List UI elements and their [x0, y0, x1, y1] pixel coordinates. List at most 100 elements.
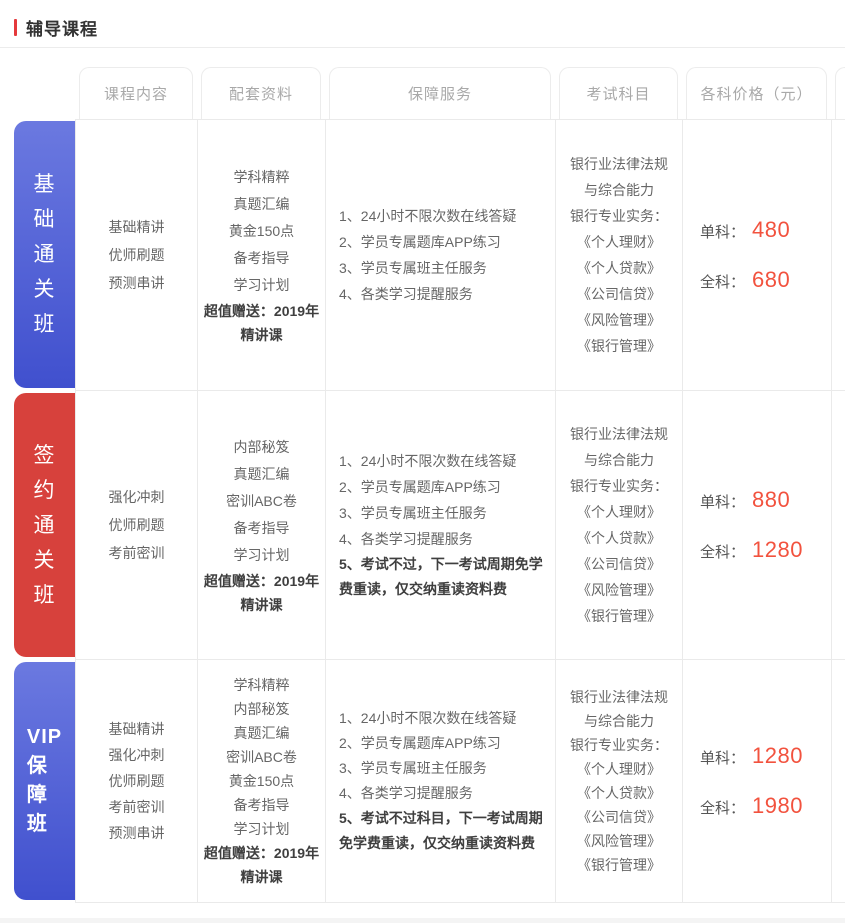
price-single-label: 单科：: [700, 750, 746, 767]
services-bold-item: 5、考试不过科目，下一考试周期免学费重读，仅交纳重读资料费: [339, 810, 543, 851]
text-line: 备考指导: [233, 519, 290, 536]
row-cells: 基础精讲 优师刷题 预测串讲 学科精粹 真题汇编 黄金150点 备考指导 学习计划 超值赠送…: [75, 119, 845, 391]
text-line: 基础精讲: [108, 219, 165, 235]
header-col-services: 保障服务: [325, 67, 555, 119]
course-table: 课程内容 配套资料 保障服务 考试科目 各科价格（元） 基础通关班: [0, 67, 845, 903]
text-line: 与综合能力: [584, 452, 654, 468]
text-line: 备考指导: [233, 797, 290, 813]
text-line: 银行专业实务：: [570, 737, 668, 753]
text-line: 优师刷题: [108, 247, 165, 263]
text-line: 保: [26, 755, 48, 777]
text-line: 《个人理财》: [577, 761, 661, 777]
cell-subjects: 银行业法律法规 与综合能力 银行专业实务： 《个人理财》 《个人贷款》 《公司信贷》 《风险…: [555, 391, 682, 659]
text-line: 银行业法律法规: [570, 426, 668, 442]
text-line: 《个人贷款》: [577, 530, 661, 546]
price-single-label: 单科：: [700, 494, 746, 511]
price-full-label: 全科：: [700, 274, 746, 291]
text-line: 2、学员专属题库APP练习: [339, 735, 501, 751]
header-col-materials: 配套资料: [197, 67, 325, 119]
text-line: 银行业法律法规: [570, 156, 668, 172]
text-line: 学习计划: [233, 276, 290, 293]
text-line: 备考指导: [233, 249, 290, 266]
text-line: 3、学员专属班主任服务: [339, 505, 487, 521]
header-prices: 各科价格（元）: [686, 67, 827, 119]
bottom-divider-strip: [0, 918, 845, 923]
text-line: 签: [33, 443, 56, 467]
text-line: VIP: [26, 726, 63, 748]
text-line: 密训ABC卷: [226, 749, 297, 765]
page-title: 辅导课程: [26, 20, 98, 39]
text-line: 3、学员专属班主任服务: [339, 260, 487, 276]
cell-services: 1、24小时不限次数在线答疑 2、学员专属题库APP练习 3、学员专属班主任服务 4、…: [325, 120, 555, 390]
price-full-line: 全科： 1280: [700, 537, 803, 563]
text-line: 银行专业实务：: [570, 208, 668, 224]
text-line: 4、各类学习提醒服务: [339, 531, 473, 547]
subjects-list: 银行业法律法规 与综合能力 银行专业实务： 《个人理财》 《个人贷款》 《公司信贷》 《风险…: [570, 685, 668, 877]
text-line: 关: [33, 548, 56, 572]
class-label-vip: VIP 保障班: [14, 662, 75, 900]
materials-list: 学科精粹 真题汇编 黄金150点 备考指导 学习计划: [229, 164, 294, 299]
price-full-label: 全科：: [700, 800, 746, 817]
price-full-value: 1980: [752, 793, 803, 818]
cell-services: 1、24小时不限次数在线答疑 2、学员专属题库APP练习 3、学员专属班主任服务 4、…: [325, 660, 555, 902]
cell-prices: 单科： 480 全科： 680: [682, 120, 831, 390]
price-full-value: 680: [752, 267, 791, 292]
header-course-content: 课程内容: [79, 67, 193, 119]
text-line: 与综合能力: [584, 182, 654, 198]
cell-course-content: 基础精讲 优师刷题 预测串讲: [75, 120, 197, 390]
text-line: 强化冲刺: [108, 747, 165, 763]
row-label-col: 签约通关班: [14, 391, 75, 660]
price-single-line: 单科： 1280: [700, 743, 803, 769]
materials-list: 学科精粹 内部秘笈 真题汇编 密训ABC卷 黄金150点 备考指导 学习计划: [226, 673, 297, 841]
price-single-value: 480: [752, 217, 791, 242]
cell-materials: 学科精粹 内部秘笈 真题汇编 密训ABC卷 黄金150点 备考指导 学习计划 超值赠送：20…: [197, 660, 325, 902]
class-label-basic: 基础通关班: [14, 121, 75, 388]
price-full-value: 1280: [752, 537, 803, 562]
text-line: 班: [26, 813, 48, 835]
header-col-partial: [831, 67, 845, 119]
cell-subjects: 银行业法律法规 与综合能力 银行专业实务： 《个人理财》 《个人贷款》 《公司信贷》 《风险…: [555, 120, 682, 390]
text-line: 学科精粹: [233, 168, 290, 185]
cell-subjects: 银行业法律法规 与综合能力 银行专业实务： 《个人理财》 《个人贷款》 《公司信贷》 《风险…: [555, 660, 682, 902]
text-line: 真题汇编: [233, 465, 290, 482]
course-content-list: 基础精讲 优师刷题 预测串讲: [109, 213, 165, 297]
header-subjects: 考试科目: [559, 67, 678, 119]
text-line: 础: [33, 208, 56, 231]
text-line: 学习计划: [233, 821, 290, 837]
text-line: 1、24小时不限次数在线答疑: [339, 453, 517, 469]
text-line: 预测串讲: [108, 825, 165, 841]
table-row-basic-class: 基础通关班 基础精讲 优师刷题 预测串讲 学科精粹 真题汇编 黄金150点 备考指导 学习计…: [14, 119, 845, 391]
text-line: 优师刷题: [108, 517, 165, 533]
text-line: 《公司信贷》: [577, 286, 661, 302]
cell-course-content: 基础精讲 强化冲刺 优师刷题 考前密训 预测串讲: [75, 660, 197, 902]
price-full-line: 全科： 1980: [700, 793, 803, 819]
cell-materials: 学科精粹 真题汇编 黄金150点 备考指导 学习计划 超值赠送：2019年精讲课: [197, 120, 325, 390]
text-line: 4、各类学习提醒服务: [339, 785, 473, 801]
text-line: 学习计划: [233, 546, 290, 563]
text-line: 强化冲刺: [108, 489, 165, 505]
text-line: 通: [33, 513, 56, 537]
text-line: 1、24小时不限次数在线答疑: [339, 208, 517, 224]
services-list: 1、24小时不限次数在线答疑 2、学员专属题库APP练习 3、学员专属班主任服务 4、…: [339, 706, 516, 806]
subjects-list: 银行业法律法规 与综合能力 银行专业实务： 《个人理财》 《个人贷款》 《公司信贷》 《风险…: [570, 421, 668, 629]
services-list: 1、24小时不限次数在线答疑 2、学员专属题库APP练习 3、学员专属班主任服务 4、…: [339, 448, 516, 552]
price-single-value: 1280: [752, 743, 803, 768]
price-full-label: 全科：: [700, 544, 746, 561]
table-row-contract-class: 签约通关班 强化冲刺 优师刷题 考前密训 内部秘笈 真题汇编 密训ABC卷 备考指导 学习计…: [14, 391, 845, 660]
text-line: 《银行管理》: [577, 857, 661, 873]
header-col-subjects: 考试科目: [555, 67, 682, 119]
text-line: 《银行管理》: [577, 338, 661, 354]
text-line: 《公司信贷》: [577, 809, 661, 825]
cell-services: 1、24小时不限次数在线答疑 2、学员专属题库APP练习 3、学员专属班主任服务 4、…: [325, 391, 555, 659]
services-bold-item: 5、考试不过，下一考试周期免学费重读，仅交纳重读资料费: [339, 556, 543, 597]
text-line: 班: [33, 313, 56, 336]
services-list: 1、24小时不限次数在线答疑 2、学员专属题库APP练习 3、学员专属班主任服务 4、…: [339, 203, 516, 307]
header-partial-box: [835, 67, 845, 119]
cell-partial: [831, 660, 845, 902]
price-single-label: 单科：: [700, 224, 746, 241]
cell-materials: 内部秘笈 真题汇编 密训ABC卷 备考指导 学习计划 超值赠送：2019年精讲课: [197, 391, 325, 659]
text-line: 障: [26, 784, 48, 806]
text-line: 《公司信贷》: [577, 556, 661, 572]
text-line: 黄金150点: [228, 222, 295, 239]
row-cells: 基础精讲 强化冲刺 优师刷题 考前密训 预测串讲 学科精粹 内部秘笈 真题汇编 密训ABC卷黄…: [75, 660, 845, 903]
